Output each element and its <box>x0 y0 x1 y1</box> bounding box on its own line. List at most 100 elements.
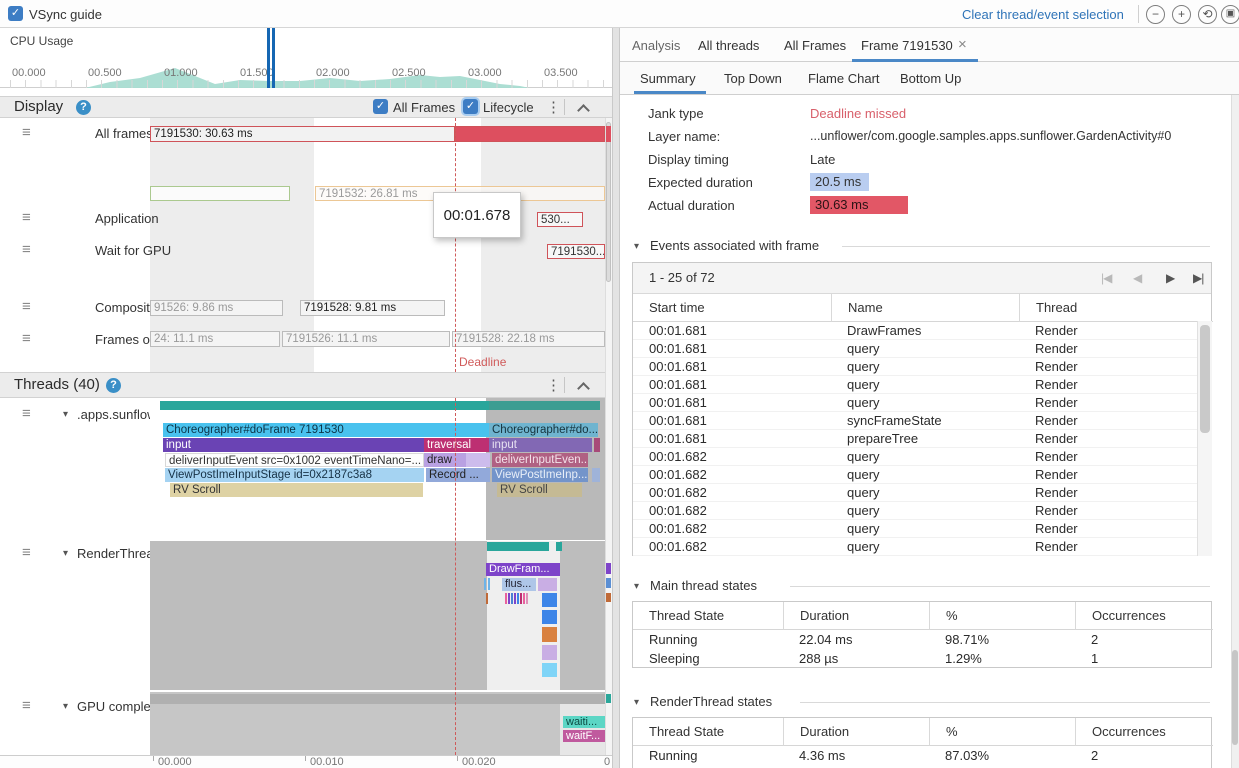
render-states-collapse-icon[interactable]: ▾ <box>634 697 640 708</box>
frames-on-display-bar-7191526[interactable]: 7191526: 11.1 ms <box>282 331 450 347</box>
application-event-bar[interactable]: 530... <box>537 212 583 227</box>
tab-close-icon[interactable]: × <box>958 36 967 53</box>
trace-event-square[interactable] <box>542 663 557 677</box>
trace-tick[interactable] <box>486 593 488 604</box>
drag-handle-icon[interactable]: ≡ <box>22 298 31 315</box>
pagination-first-icon[interactable]: |◀ <box>1101 271 1112 285</box>
vsync-guide-checkbox[interactable]: ✓ <box>8 6 23 21</box>
trace-event-waiting[interactable]: waiti... <box>563 716 605 728</box>
trace-event-traversal-dim[interactable] <box>594 438 600 452</box>
trace-event-square[interactable] <box>542 627 557 642</box>
wait-for-gpu-event-bar[interactable]: 7191530... <box>547 244 605 259</box>
threads-help-icon[interactable]: ? <box>106 378 121 393</box>
trace-event-rv-scroll-dim[interactable]: RV Scroll <box>497 483 582 497</box>
tab-all-threads[interactable]: All threads <box>698 38 760 53</box>
thread-expand-icon[interactable]: ▾ <box>63 409 69 420</box>
timeline-scrollbar[interactable] <box>605 118 612 755</box>
trace-event-rv-scroll[interactable]: RV Scroll <box>170 483 423 497</box>
table-row[interactable]: 00:01.682 query Render <box>633 502 1211 520</box>
zoom-out-icon[interactable]: − <box>1146 5 1165 24</box>
lifecycle-checkbox[interactable]: ✓ <box>463 99 478 114</box>
thread-state-running-bar[interactable] <box>487 542 549 551</box>
trace-event-deliver-input-dim[interactable]: deliverInputEven... <box>492 453 588 467</box>
drag-handle-icon[interactable]: ≡ <box>22 405 31 422</box>
panel-scrollbar[interactable] <box>1231 95 1239 768</box>
table-row[interactable]: 00:01.681 query Render <box>633 340 1211 358</box>
subtab-summary[interactable]: Summary <box>640 71 696 86</box>
thread-state-running-bar[interactable] <box>160 401 490 410</box>
table-row[interactable]: 00:01.681 query Render <box>633 376 1211 394</box>
composition-bar-7191526[interactable]: 91526: 9.86 ms <box>150 300 283 316</box>
zoom-in-icon[interactable]: + <box>1172 5 1191 24</box>
table-row[interactable]: Running 22.04 ms 98.71% 2 <box>633 630 1211 649</box>
pagination-last-icon[interactable]: ▶| <box>1193 271 1204 285</box>
trace-event-block[interactable] <box>538 578 557 591</box>
frames-on-display-bar-24[interactable]: 24: 11.1 ms <box>150 331 280 347</box>
panel-scrollbar-thumb[interactable] <box>1232 650 1238 745</box>
minimap-selection-marker[interactable] <box>267 28 270 88</box>
drag-handle-icon[interactable]: ≡ <box>22 241 31 258</box>
trace-tick[interactable] <box>505 593 507 604</box>
tab-frame-7191530[interactable]: Frame 7191530 <box>861 38 953 53</box>
thread-state-running-bar[interactable] <box>556 542 562 551</box>
trace-event-choreographer-dim[interactable]: Choreographer#do... <box>489 423 598 437</box>
frames-on-display-bar-7191528[interactable]: 7191528: 22.18 ms <box>452 331 605 347</box>
trace-event-choreographer[interactable]: Choreographer#doFrame 7191530 <box>163 423 490 437</box>
drag-handle-icon[interactable]: ≡ <box>22 124 31 141</box>
drag-handle-icon[interactable]: ≡ <box>22 697 31 714</box>
trace-event-traversal[interactable]: traversal <box>424 438 490 452</box>
pagination-next-icon[interactable]: ▶ <box>1166 271 1175 285</box>
subtab-flame-chart[interactable]: Flame Chart <box>808 71 880 86</box>
trace-event-record-dim[interactable] <box>592 468 600 482</box>
trace-event-draw-tail[interactable] <box>466 453 490 467</box>
drag-handle-icon[interactable]: ≡ <box>22 209 31 226</box>
table-row[interactable]: 00:01.681 query Render <box>633 358 1211 376</box>
trace-event-drawframes[interactable]: DrawFram... <box>486 563 560 576</box>
table-row[interactable]: 00:01.682 query Render <box>633 466 1211 484</box>
all-frames-checkbox[interactable]: ✓ <box>373 99 388 114</box>
panel-divider[interactable] <box>612 28 620 768</box>
display-help-icon[interactable]: ? <box>76 100 91 115</box>
subtab-top-down[interactable]: Top Down <box>724 71 782 86</box>
zoom-to-selection-icon[interactable]: ▣ <box>1221 5 1239 24</box>
table-row[interactable]: 00:01.681 query Render <box>633 394 1211 412</box>
clear-selection-link[interactable]: Clear thread/event selection <box>962 7 1124 22</box>
thread-expand-icon[interactable]: ▾ <box>63 701 69 712</box>
drag-handle-icon[interactable]: ≡ <box>22 330 31 347</box>
display-more-options-icon[interactable]: ⋮ <box>546 99 561 116</box>
frame-bar-green[interactable] <box>150 186 290 201</box>
trace-event-square[interactable] <box>542 610 557 624</box>
trace-tick[interactable] <box>520 593 522 604</box>
trace-event-square[interactable] <box>542 645 557 660</box>
reset-zoom-icon[interactable]: ⟲ <box>1198 5 1217 24</box>
trace-event-viewpostime[interactable]: ViewPostImeInputStage id=0x2187c3a8 <box>165 468 424 482</box>
trace-event-viewpostime-dim[interactable]: ViewPostImeInp... <box>492 468 588 482</box>
trace-tick[interactable] <box>523 593 525 604</box>
frame-bar-7191530[interactable]: 7191530: 30.63 ms <box>150 126 455 142</box>
table-row[interactable]: 00:01.682 query Render <box>633 538 1211 556</box>
table-row[interactable]: 00:01.681 DrawFrames Render <box>633 322 1211 340</box>
thread-expand-icon[interactable]: ▾ <box>63 548 69 559</box>
composition-bar-7191528[interactable]: 7191528: 9.81 ms <box>300 300 445 316</box>
trace-event-deliver-input[interactable]: deliverInputEvent src=0x1002 eventTimeNa… <box>165 453 424 467</box>
table-row[interactable]: 00:01.682 query Render <box>633 484 1211 502</box>
table-row[interactable]: 00:01.681 syncFrameState Render <box>633 412 1211 430</box>
threads-more-options-icon[interactable]: ⋮ <box>546 377 561 394</box>
events-section-collapse-icon[interactable]: ▾ <box>634 241 640 252</box>
events-table-scrollbar-thumb[interactable] <box>1200 325 1210 433</box>
trace-tick[interactable] <box>517 593 519 604</box>
pagination-prev-icon[interactable]: ◀ <box>1133 271 1142 285</box>
thread-state-running-bar[interactable] <box>489 401 600 410</box>
tab-all-frames[interactable]: All Frames <box>784 38 847 53</box>
trace-event-flush[interactable]: flus... <box>502 578 536 591</box>
trace-event-waitfence[interactable]: waitF... <box>563 730 605 742</box>
drag-handle-icon[interactable]: ≡ <box>22 544 31 561</box>
trace-event-input[interactable]: input <box>163 438 424 452</box>
table-row[interactable]: 00:01.682 query Render <box>633 520 1211 538</box>
trace-tick[interactable] <box>488 578 490 590</box>
main-states-collapse-icon[interactable]: ▾ <box>634 581 640 592</box>
table-row[interactable]: Sleeping 288 µs 1.29% 1 <box>633 649 1211 668</box>
table-row[interactable]: Running 4.36 ms 87.03% 2 <box>633 746 1211 765</box>
trace-event-input-dim[interactable]: input <box>489 438 592 452</box>
timeline-scrollbar-thumb[interactable] <box>606 122 611 282</box>
